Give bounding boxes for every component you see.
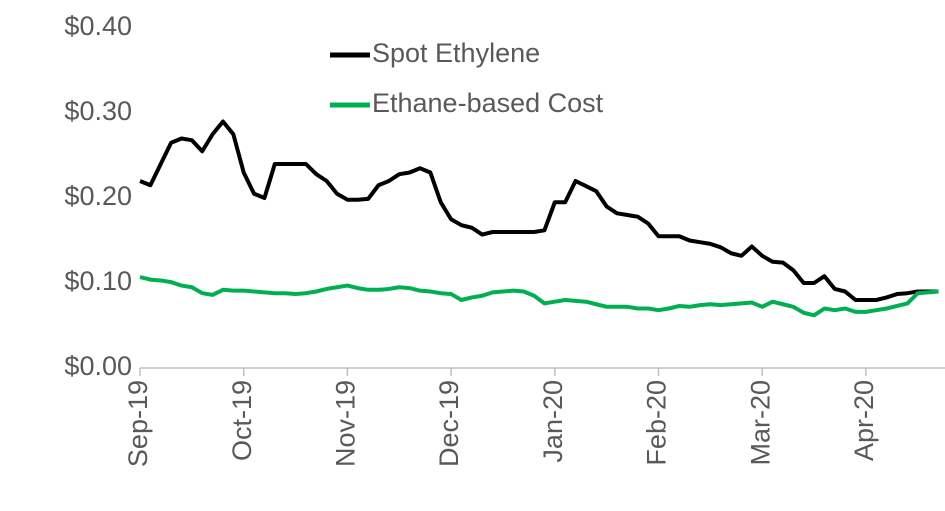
y-tick-label: $0.40	[64, 11, 132, 41]
x-tick-label: Nov-19	[331, 380, 361, 467]
y-tick-label: $0.00	[64, 351, 132, 381]
x-tick-label: Sep-19	[123, 380, 153, 467]
x-tick-label: Dec-19	[434, 380, 464, 467]
line	[139, 275, 939, 318]
x-tick-label: Mar-20	[745, 380, 775, 466]
x-tick-label: Jan-20	[538, 380, 568, 463]
x-tick-label: Apr-20	[849, 380, 879, 461]
legend-label: Ethane-based Cost	[372, 88, 604, 118]
y-tick-label: $0.10	[64, 266, 132, 296]
x-tick-label: Oct-19	[227, 380, 257, 461]
line	[139, 119, 939, 302]
legend-label: Spot Ethylene	[372, 38, 540, 68]
y-tick-label: $0.30	[64, 96, 132, 126]
x-tick-label: Feb-20	[642, 380, 672, 466]
y-tick-label: $0.20	[64, 181, 132, 211]
